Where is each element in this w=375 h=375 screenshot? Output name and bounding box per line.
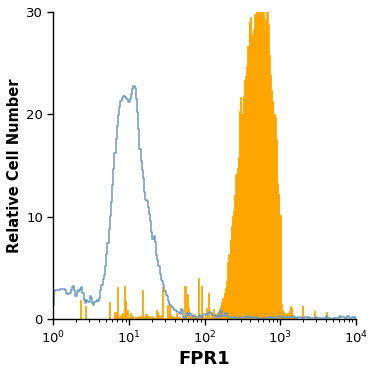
X-axis label: FPR1: FPR1 bbox=[179, 350, 231, 368]
Y-axis label: Relative Cell Number: Relative Cell Number bbox=[7, 78, 22, 253]
